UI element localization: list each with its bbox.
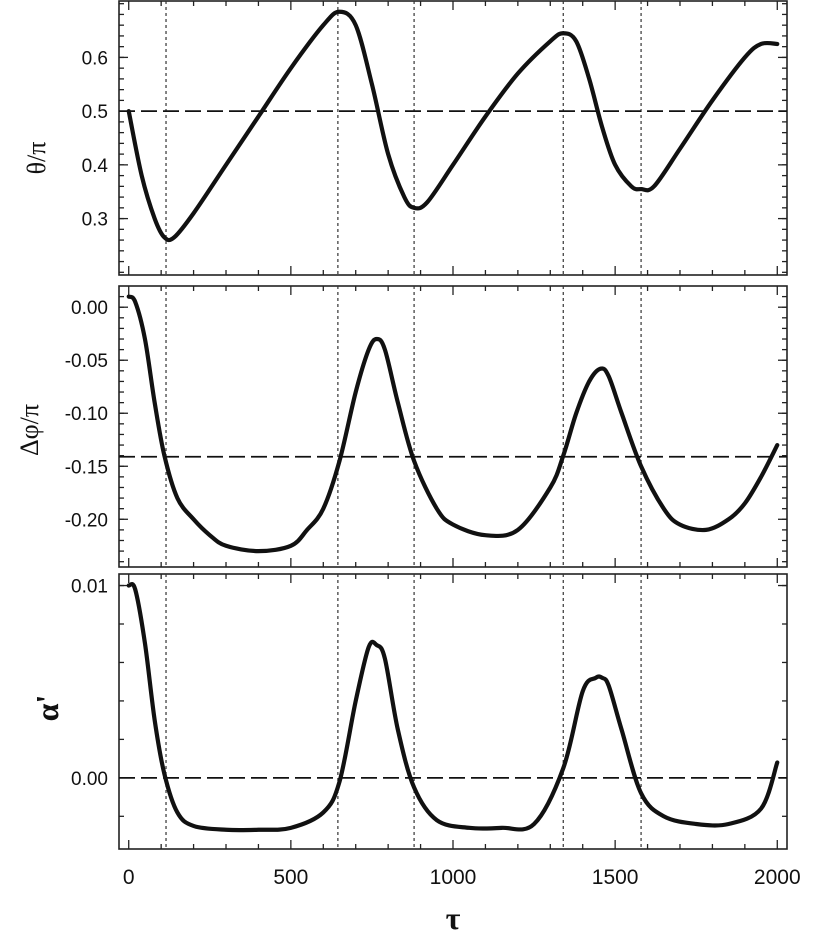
alpha-ytick-label: 0.01 [71,577,108,598]
dphi-ytick-label: -0.15 [65,457,108,478]
x-tick-label: 0 [123,866,135,889]
alpha-series-line [126,581,780,833]
theta-ytick-label: 0.5 [82,102,108,123]
alpha-axis-label: α' [29,695,65,722]
theta-ytick-label: 0.6 [82,48,108,69]
dphi-series-line [126,294,780,554]
theta-series-line [126,9,780,243]
panel-alpha-frame [118,573,788,850]
panel-dphi: Δφ/π [15,285,788,568]
x-tick-label: 1000 [430,866,477,889]
dphi-ytick-label: -0.20 [65,510,108,531]
dphi-axis-label: Δφ/π [15,404,44,456]
dphi-ytick-label: -0.05 [65,351,108,372]
panel-alpha: α' [29,573,788,850]
alpha-ytick-label: 0.00 [71,769,108,790]
theta-ytick-label: 0.4 [82,156,109,177]
dphi-ytick-label: -0.10 [65,404,108,425]
x-axis-label: τ [446,900,461,936]
x-tick-label: 500 [273,866,308,889]
dphi-ytick-label: 0.00 [71,298,108,319]
x-tick-label: 1500 [592,866,639,889]
x-tick-label: 2000 [754,866,801,889]
panel-theta: θ/π [22,0,788,276]
theta-ytick-label: 0.3 [82,210,108,231]
theta-axis-label: θ/π [22,142,51,175]
chart-marks: 0.3 0.4 0.5 0.6 0.00 -0.05 -0.10 -0.15 -0.20 0.00… [65,1,801,889]
